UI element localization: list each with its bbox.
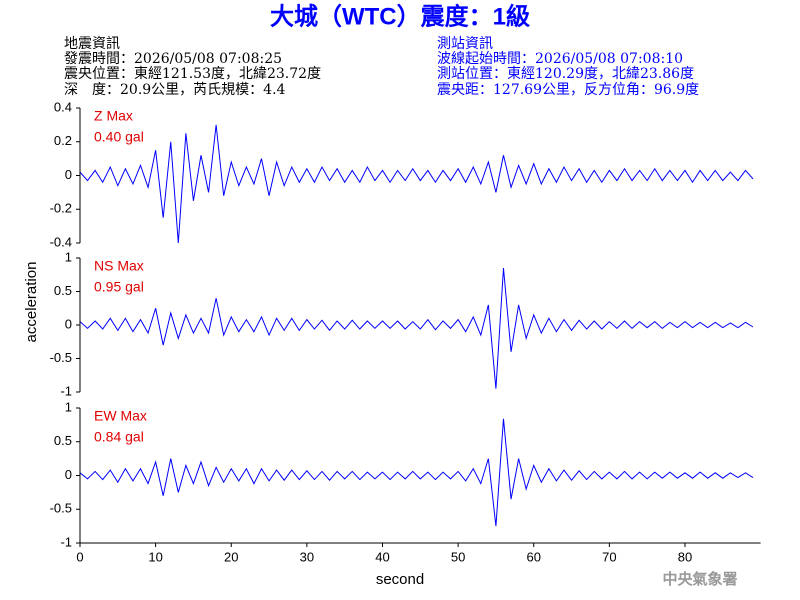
info-line: 地震資訊 — [64, 36, 120, 52]
y-tick-label: 0.5 — [54, 433, 72, 448]
panel-title: Z Max — [94, 108, 133, 124]
y-tick-label: 0.2 — [54, 133, 72, 148]
panel-max: 0.84 gal — [94, 429, 144, 445]
waveform — [79, 418, 754, 527]
y-tick-label: 1 — [65, 249, 72, 264]
y-tick-label: 1 — [65, 399, 72, 414]
y-tick-label: -0.2 — [50, 201, 72, 216]
x-tick-label: 30 — [300, 549, 314, 564]
station-line: 測站位置：東經120.29度，北緯23.86度 — [437, 66, 694, 82]
x-tick-label: 40 — [375, 549, 389, 564]
x-tick-label: 80 — [678, 549, 692, 564]
y-tick-label: -0.5 — [50, 350, 72, 365]
y-tick-label: -1 — [60, 534, 72, 549]
y-tick-label: 0 — [65, 467, 72, 482]
info-line: 發震時間：2026/05/08 07:08:25 — [64, 51, 282, 67]
waveform — [79, 268, 754, 389]
x-tick-label: 0 — [76, 549, 83, 564]
y-tick-label: 0 — [65, 167, 72, 182]
x-tick-label: 20 — [224, 549, 238, 564]
panel-title: NS Max — [94, 258, 144, 274]
panel-title: EW Max — [94, 408, 147, 424]
station-line: 波線起始時間：2026/05/08 07:08:10 — [437, 51, 683, 67]
panel-max: 0.40 gal — [94, 129, 144, 145]
x-tick-label: 70 — [602, 549, 616, 564]
y-axis-label: acceleration — [23, 262, 40, 343]
y-tick-label: -1 — [60, 383, 72, 398]
y-tick-label: 0 — [65, 316, 72, 331]
info-line: 深 度：20.9公里，芮氏規模：4.4 — [64, 81, 286, 98]
y-tick-label: 0.5 — [54, 283, 72, 298]
x-tick-label: 60 — [526, 549, 540, 564]
y-tick-label: 0.4 — [54, 99, 72, 114]
panel-max: 0.95 gal — [94, 279, 144, 295]
x-tick-label: 10 — [148, 549, 162, 564]
info-line: 震央位置：東經121.53度，北緯23.72度 — [64, 66, 321, 82]
x-tick-label: 50 — [451, 549, 465, 564]
title: 大城（WTC）震度：1級 — [270, 2, 530, 30]
y-tick-label: -0.5 — [50, 501, 72, 516]
x-axis-label: second — [376, 571, 424, 588]
y-tick-label: -0.4 — [50, 234, 72, 249]
waveform — [79, 124, 754, 244]
station-line: 震央距：127.69公里，反方位角：96.9度 — [437, 82, 699, 98]
station-line: 測站資訊 — [437, 36, 493, 52]
footer: 中央氣象署 — [662, 570, 737, 588]
